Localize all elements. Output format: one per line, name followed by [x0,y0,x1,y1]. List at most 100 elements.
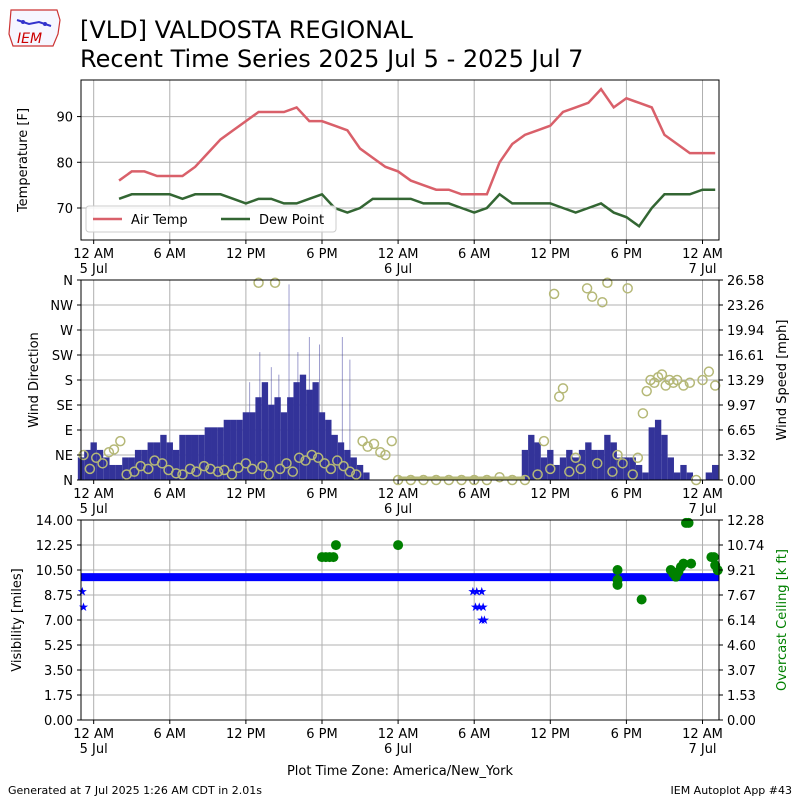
ceiling-point [636,594,647,605]
wind-direction-point [637,408,649,419]
wind-direction-point [115,435,126,447]
y2-tick-label: 16.61 [727,349,764,364]
wind-speed-bar [528,434,535,480]
wind-speed-bar [591,449,598,480]
y-tick-label: SE [57,399,73,414]
wind-speed-bar [211,427,218,480]
wind-direction-point [671,374,683,386]
y2-tick-label: 0.00 [727,474,756,489]
wind-direction-point [362,441,373,452]
wind-speed-bar [153,442,161,480]
ceiling-point [393,540,404,551]
wind-direction-point [586,291,598,302]
wind-direction-point [678,380,689,391]
wind-direction-point [357,435,368,447]
logo-text: IEM [17,31,42,47]
x-tick-label: 6 AM [458,247,491,262]
air-temp-line [118,87,716,196]
wind-speed-bar [223,419,231,480]
wind-direction-point [617,458,628,469]
generated-note: Generated at 7 Jul 2025 1:26 AM CDT in 2… [8,784,262,797]
visibility-band [81,573,719,582]
wind-direction-point [90,452,102,464]
x-tick-date: 6 Jul [384,502,412,517]
wind-direction-point [287,466,299,477]
wind-speed-bar [635,464,643,480]
wind-direction-point [331,455,343,466]
visibility-point: ★ [77,584,88,598]
wind-speed-bar [236,419,243,480]
wind-direction-point [219,464,230,476]
y-tick-label: 70 [56,202,73,217]
y2-tick-label: 6.14 [727,614,756,629]
wind-direction-point [212,466,224,477]
y2-tick-label: 26.58 [727,274,764,289]
visibility-point: ★ [478,600,489,614]
wind-direction-point [97,458,108,469]
x-tick-label: 12 PM [226,727,266,742]
x-tick-date: 5 Jul [80,262,108,277]
wind-speed-bar [185,434,192,480]
wind-direction-point [226,469,238,480]
timezone-label: Plot Time Zone: America/New_York [286,764,514,779]
wind-speed-bar [318,412,326,480]
wind-direction-point [350,469,362,480]
y-tick-label: NE [55,449,73,464]
x-tick-label: 6 AM [154,247,187,262]
wind-speed-bar [115,464,123,480]
app-id: IEM Autoplot App #43 [670,784,793,797]
wind-speed-bar [559,457,567,480]
ceiling-point [712,565,723,576]
page-title: [VLD] VALDOSTA REGIONAL Recent Time Seri… [80,16,584,73]
x-tick-label: 12 AM [378,727,419,742]
wind-direction-point [170,468,182,479]
wind-speed-bar [255,397,262,480]
wind-direction-point [338,460,349,472]
y2-tick-label: 9.21 [727,564,756,579]
x-tick-label: 12 PM [530,727,570,742]
wind-direction-point [263,469,274,480]
wind-direction-point [368,438,380,450]
ceiling-point [683,517,694,528]
y-tick-label: 10.50 [36,564,73,579]
wind-direction-point [156,458,168,469]
wind-direction-point [570,452,581,464]
wind-speed-bar [623,457,630,480]
y-tick-label: 90 [56,111,73,126]
wind-direction-point [380,449,391,461]
wind-direction-point [269,277,281,289]
ceiling-point [328,552,339,563]
wind-speed-bar [230,419,237,480]
ceiling-point [678,558,689,569]
y2-tick-label: 0.00 [727,714,756,729]
wind-speed-bar [299,374,307,480]
wind-speed-bar [642,472,649,480]
wind-panel: N NE E SE S SW W NW N 0.00 3.32 6.65 9.97 13.29 16.61 1… [27,274,790,517]
legend-label-dew-point: Dew Point [259,213,324,228]
ceiling-point [708,552,719,563]
y-tick-label: SW [52,349,73,364]
wind-direction-point [575,463,586,475]
y2-tick-label: 4.60 [727,639,756,654]
y-tick-label: 8.75 [44,589,73,604]
wind-speed-bar [249,412,256,480]
legend-label-air-temp: Air Temp [131,213,188,228]
wind-direction-point [344,466,356,477]
wind-direction-point [548,288,560,300]
visibility-point: ★ [78,600,89,614]
visibility-panel: ★★★★★★★★★★0.001.753.505.257.008.7510.501… [10,514,790,757]
y2-tick-label: 19.94 [727,324,764,339]
x-tick-label: 6 AM [154,727,187,742]
x-tick-label: 6 PM [611,247,642,262]
y2-tick-label: 3.07 [727,664,756,679]
wind-speed-bar [293,382,300,480]
wind-direction-point [532,469,543,480]
wind-speed-bar [172,449,180,480]
wind-direction-point [622,283,633,294]
wind-direction-point [684,377,696,389]
wind-direction-point [627,469,638,480]
x-tick-date: 6 Jul [384,262,412,277]
x-tick-label: 12 AM [378,247,419,262]
wind-direction-point [233,462,244,474]
wind-direction-point [300,455,311,466]
